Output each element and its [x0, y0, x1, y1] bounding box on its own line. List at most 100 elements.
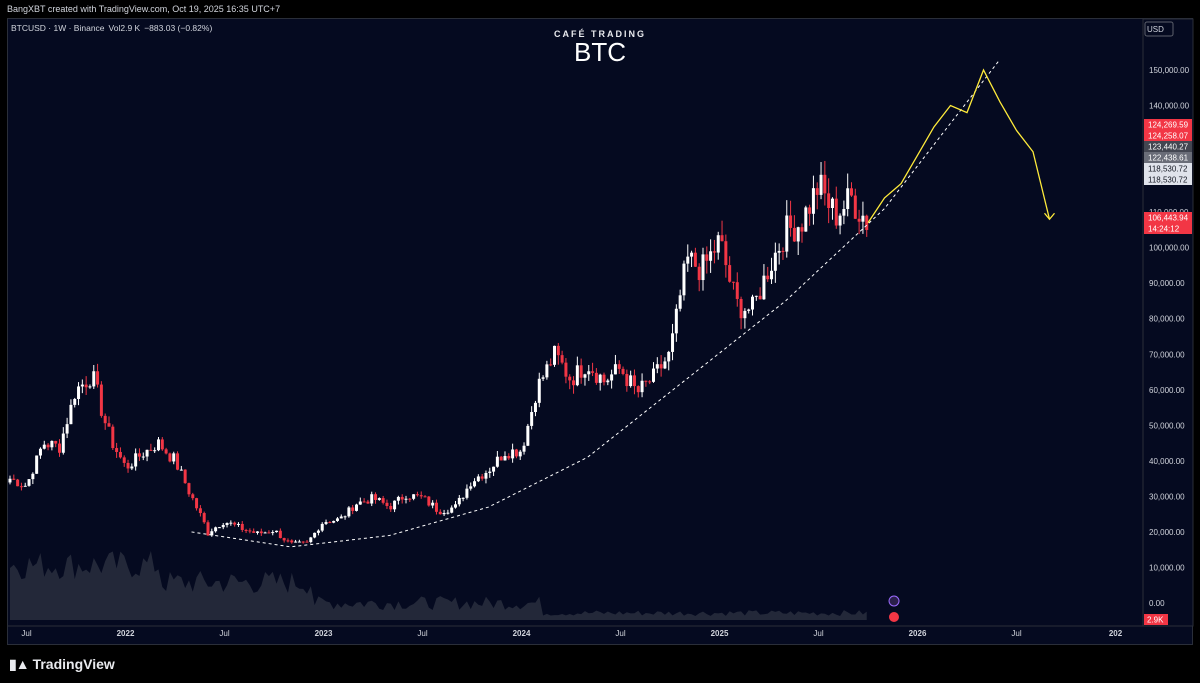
candle[interactable]: [537, 378, 541, 403]
candle[interactable]: [229, 522, 233, 524]
candle[interactable]: [214, 527, 218, 532]
candle[interactable]: [682, 263, 686, 296]
candle[interactable]: [126, 462, 130, 469]
candle[interactable]: [796, 227, 800, 242]
candle[interactable]: [179, 469, 183, 471]
candle[interactable]: [811, 188, 815, 214]
candle[interactable]: [35, 455, 39, 474]
candle[interactable]: [686, 256, 690, 264]
candle[interactable]: [118, 451, 122, 458]
candle[interactable]: [157, 439, 160, 451]
candle[interactable]: [495, 456, 499, 467]
candle[interactable]: [92, 371, 96, 387]
candle[interactable]: [16, 479, 20, 487]
candle[interactable]: [23, 485, 27, 487]
candle[interactable]: [465, 488, 469, 498]
candle[interactable]: [19, 486, 23, 488]
candle[interactable]: [450, 507, 454, 513]
candle[interactable]: [861, 215, 865, 222]
candle[interactable]: [65, 424, 69, 434]
candle[interactable]: [712, 251, 716, 253]
candle[interactable]: [38, 448, 42, 456]
candle[interactable]: [697, 266, 701, 281]
candle[interactable]: [781, 250, 785, 252]
candle[interactable]: [587, 371, 591, 375]
candle[interactable]: [705, 254, 709, 261]
candle[interactable]: [785, 215, 789, 252]
candle[interactable]: [591, 371, 595, 373]
candle[interactable]: [751, 296, 754, 310]
candle[interactable]: [31, 473, 35, 480]
candle[interactable]: [564, 362, 568, 377]
candle[interactable]: [492, 466, 496, 472]
candle[interactable]: [583, 374, 587, 378]
candle[interactable]: [134, 453, 138, 467]
candle[interactable]: [770, 270, 774, 280]
candle[interactable]: [137, 453, 141, 457]
candle[interactable]: [297, 541, 301, 543]
candle[interactable]: [389, 505, 393, 510]
candle[interactable]: [58, 443, 61, 453]
candle[interactable]: [579, 365, 583, 378]
candle[interactable]: [328, 522, 332, 524]
candle[interactable]: [305, 541, 309, 543]
candle[interactable]: [187, 483, 191, 495]
candle[interactable]: [183, 469, 187, 484]
candle[interactable]: [122, 457, 126, 463]
candle[interactable]: [347, 507, 351, 517]
candle[interactable]: [191, 494, 195, 499]
candle[interactable]: [385, 502, 389, 506]
candle[interactable]: [800, 227, 804, 232]
candle[interactable]: [842, 209, 846, 216]
candle[interactable]: [690, 252, 694, 257]
candle[interactable]: [210, 531, 214, 536]
candle[interactable]: [766, 275, 770, 280]
candle[interactable]: [773, 252, 777, 271]
candle[interactable]: [819, 174, 823, 195]
candle[interactable]: [556, 345, 560, 356]
candle[interactable]: [294, 541, 298, 543]
candle[interactable]: [130, 466, 134, 469]
candle[interactable]: [168, 453, 172, 462]
candle[interactable]: [286, 540, 290, 542]
candle[interactable]: [172, 453, 176, 462]
candle[interactable]: [415, 494, 419, 496]
candle[interactable]: [370, 494, 374, 504]
candle[interactable]: [693, 252, 697, 267]
candle[interactable]: [735, 282, 739, 299]
candle[interactable]: [96, 371, 100, 385]
candle[interactable]: [808, 207, 812, 214]
candle[interactable]: [61, 433, 65, 453]
candle[interactable]: [278, 530, 282, 539]
candle[interactable]: [221, 524, 225, 528]
candle[interactable]: [473, 481, 477, 487]
candle[interactable]: [632, 375, 636, 387]
candle[interactable]: [526, 425, 530, 446]
candle[interactable]: [716, 235, 720, 253]
candle[interactable]: [667, 351, 671, 362]
candle[interactable]: [747, 309, 751, 311]
candle[interactable]: [42, 444, 46, 449]
candle[interactable]: [514, 449, 518, 457]
candle[interactable]: [644, 380, 648, 382]
candle[interactable]: [301, 541, 305, 543]
candle[interactable]: [533, 402, 537, 413]
candle[interactable]: [377, 498, 381, 500]
candle[interactable]: [865, 215, 869, 230]
candle[interactable]: [275, 530, 279, 533]
candle[interactable]: [438, 511, 442, 515]
candle[interactable]: [522, 445, 526, 452]
candle[interactable]: [621, 368, 625, 374]
candle[interactable]: [827, 193, 831, 209]
candle[interactable]: [461, 497, 465, 499]
candle[interactable]: [240, 523, 244, 530]
candle[interactable]: [271, 532, 275, 534]
candle[interactable]: [115, 448, 119, 452]
candle[interactable]: [408, 498, 412, 500]
candle[interactable]: [88, 386, 92, 388]
candle[interactable]: [488, 471, 492, 473]
candle[interactable]: [762, 275, 766, 300]
candle[interactable]: [625, 373, 629, 387]
candle[interactable]: [12, 478, 16, 480]
candle[interactable]: [145, 449, 149, 457]
